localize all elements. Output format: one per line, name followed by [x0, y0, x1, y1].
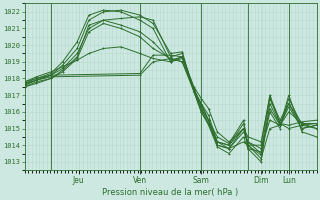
- X-axis label: Pression niveau de la mer( hPa ): Pression niveau de la mer( hPa ): [102, 188, 239, 197]
